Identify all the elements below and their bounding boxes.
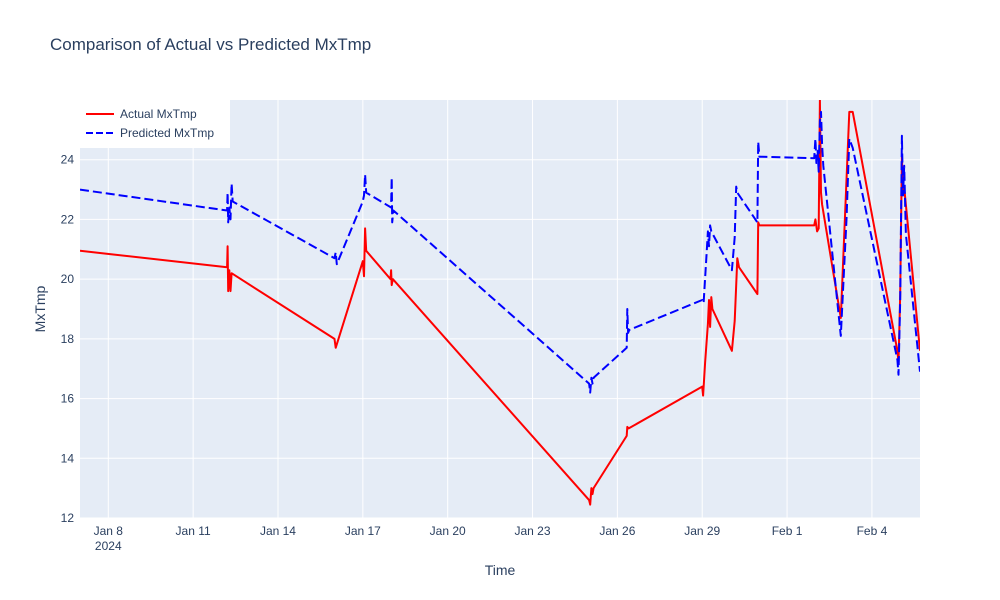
plot-area — [80, 100, 920, 518]
y-tick-label: 16 — [61, 392, 75, 406]
x-tick-label: Jan 8 — [94, 524, 124, 538]
chart-title: Comparison of Actual vs Predicted MxTmp — [50, 35, 371, 54]
legend-box — [80, 100, 230, 148]
x-tick-label: Jan 29 — [684, 524, 720, 538]
y-tick-label: 20 — [61, 272, 75, 286]
x-tick-label: Feb 1 — [772, 524, 803, 538]
x-tick-label: Jan 23 — [515, 524, 551, 538]
series-line-actual[interactable] — [80, 100, 920, 506]
legend-item-actual[interactable]: Actual MxTmp — [86, 107, 197, 121]
x-axis-title: Time — [485, 562, 516, 578]
series-lines — [80, 100, 920, 506]
y-tick-label: 22 — [61, 212, 75, 226]
gridlines — [80, 100, 920, 519]
y-axis-title: MxTmp — [32, 285, 48, 332]
x-tick-label: Jan 17 — [345, 524, 381, 538]
x-tick-label: Jan 20 — [430, 524, 466, 538]
y-tick-label: 24 — [61, 153, 75, 167]
series-line-predicted[interactable] — [80, 110, 920, 394]
legend-label: Actual MxTmp — [120, 107, 197, 121]
y-tick-label: 12 — [61, 511, 75, 525]
y-tick-label: 18 — [61, 332, 75, 346]
x-tick-label: Jan 14 — [260, 524, 296, 538]
legend[interactable]: Actual MxTmp Predicted MxTmp — [80, 100, 230, 148]
x-tick-year-label: 2024 — [95, 539, 122, 553]
x-tick-label: Feb 4 — [857, 524, 888, 538]
x-tick-label: Jan 11 — [176, 524, 211, 538]
legend-item-predicted[interactable]: Predicted MxTmp — [86, 126, 214, 140]
y-axis-ticks: 12 14 16 18 20 22 24 — [61, 153, 75, 525]
x-tick-label: Jan 26 — [599, 524, 635, 538]
y-tick-label: 14 — [61, 451, 75, 465]
legend-label: Predicted MxTmp — [120, 126, 214, 140]
